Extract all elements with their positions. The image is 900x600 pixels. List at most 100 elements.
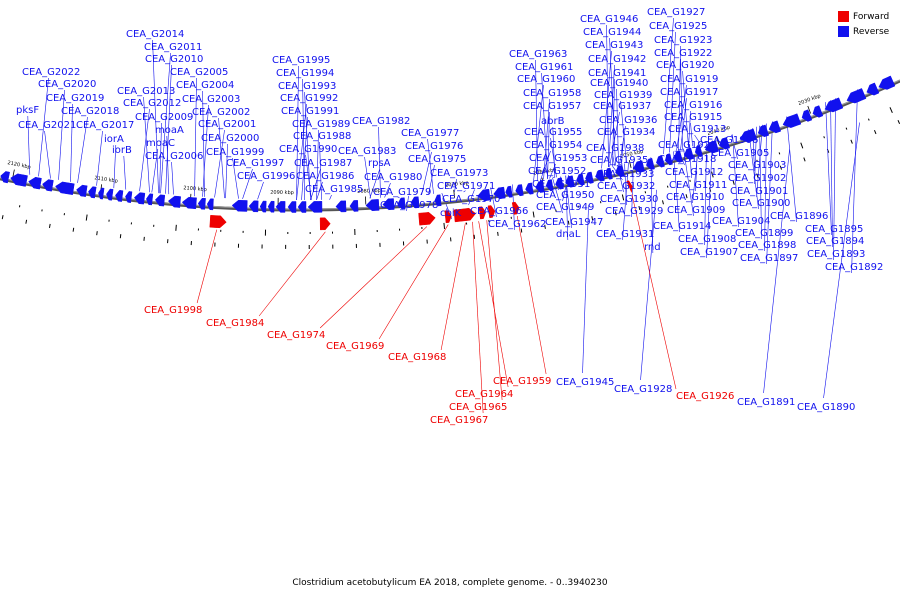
- reverse-gene: [154, 194, 166, 207]
- leader-line-forward: [516, 215, 547, 375]
- leader-line-reverse: [310, 168, 321, 201]
- leader-line-reverse: [640, 189, 657, 381]
- gene-label-reverse: dnaL: [556, 229, 581, 240]
- gene-label-reverse: CEA_G1920: [656, 60, 714, 71]
- inner-tick: [867, 118, 870, 121]
- reverse-gene: [146, 193, 154, 206]
- gene-label-forward: CEA_G1964: [455, 389, 513, 400]
- leader-line-reverse: [319, 141, 322, 200]
- gene-label-reverse: iorB: [112, 145, 132, 156]
- reverse-gene: [248, 200, 259, 213]
- leader-line-reverse: [70, 103, 73, 182]
- gene-label-reverse: CEA_G1945: [556, 377, 614, 388]
- reverse-gene: [397, 197, 406, 210]
- gene-label-reverse: CEA_G1999: [206, 147, 264, 158]
- leader-line-reverse: [608, 64, 615, 168]
- leader-line-reverse: [535, 59, 538, 181]
- gene-label-forward: CEA_G1974: [267, 330, 325, 341]
- reverse-swatch: [838, 26, 849, 37]
- reverse-gene: [55, 181, 75, 195]
- inner-tick: [443, 222, 446, 230]
- gene-label-reverse: CEA_G1963: [509, 49, 567, 60]
- reverse-gene: [76, 184, 88, 197]
- reverse-gene: [505, 185, 513, 198]
- reverse-gene: [555, 177, 564, 190]
- inner-tick: [823, 136, 825, 139]
- gene-label-reverse: CEA_G1914: [653, 221, 711, 232]
- leader-line-reverse: [384, 182, 391, 198]
- gene-label-reverse: CEA_G1957: [523, 101, 581, 112]
- gene-label-reverse: CEA_G1985: [305, 184, 363, 195]
- leader-line-reverse: [171, 161, 174, 195]
- gene-label-reverse: CEA_G1958: [523, 88, 581, 99]
- reverse-gene: [525, 182, 534, 195]
- reverse-gene: [349, 200, 359, 212]
- gene-label-reverse: CEA_G1918: [658, 154, 716, 165]
- gene-label-reverse: CEA_G2000: [201, 133, 259, 144]
- leader-line-reverse: [166, 135, 170, 195]
- reverse-gene: [28, 176, 42, 190]
- gene-label-reverse: CEA_G2003: [182, 94, 240, 105]
- gene-label-reverse: CEA_G1910: [666, 192, 724, 203]
- reverse-gene: [546, 179, 554, 192]
- gene-label-reverse: CEA_G2012: [123, 98, 181, 109]
- legend-item-forward: Forward: [838, 9, 889, 24]
- gene-label-reverse: iorA: [104, 134, 124, 145]
- gene-label-reverse: CEA_G1947: [545, 217, 603, 228]
- leader-line-reverse: [582, 205, 589, 374]
- label-leader-lines: [27, 17, 860, 414]
- leader-line-reverse: [151, 148, 159, 193]
- reverse-gene: [275, 201, 286, 213]
- reverse-gene: [365, 199, 380, 211]
- inner-tick: [621, 194, 625, 201]
- gene-label-reverse: moaC: [146, 138, 175, 149]
- gene-label-reverse: CEA_G1900: [732, 198, 790, 209]
- leader-line-reverse: [143, 96, 150, 193]
- gene-label-reverse: CEA_G1977: [401, 128, 459, 139]
- leader-line-reverse: [369, 168, 381, 199]
- gene-label-reverse: CEA_G1939: [594, 90, 652, 101]
- forward-gene: [511, 201, 520, 215]
- leader-line-reverse: [242, 168, 253, 199]
- gene-label-reverse: moaA: [155, 125, 184, 136]
- gene-label-reverse: CEA_G1906: [700, 135, 758, 146]
- reverse-gene: [259, 200, 267, 213]
- leader-line-reverse: [619, 125, 626, 165]
- gene-label-reverse: CEA_G2002: [192, 107, 250, 118]
- leader-line-reverse: [669, 31, 676, 153]
- leader-line-reverse: [232, 157, 239, 199]
- gene-label-reverse: CEA_G1897: [740, 253, 798, 264]
- leader-line-reverse: [764, 123, 767, 252]
- gene-label-reverse: CEA_G1986: [296, 171, 354, 182]
- gene-label-reverse: CEA_G1982: [352, 116, 410, 127]
- reverse-gene: [846, 88, 867, 104]
- inner-tick: [567, 220, 570, 225]
- gene-label-reverse: CEA_G1931: [596, 229, 654, 240]
- inner-tick: [873, 130, 877, 135]
- leader-line-reverse: [823, 122, 860, 399]
- reverse-gene: [824, 97, 844, 113]
- gene-label-reverse: CEA_G1915: [664, 112, 722, 123]
- reverse-gene: [585, 171, 594, 184]
- leader-line-reverse: [540, 150, 551, 181]
- reverse-gene: [694, 145, 704, 158]
- leader-line-reverse: [302, 78, 305, 200]
- leader-line-forward: [378, 224, 449, 340]
- gene-label-reverse: CEA_G2019: [46, 93, 104, 104]
- leader-line-reverse: [397, 196, 400, 199]
- reverse-gene: [10, 173, 28, 187]
- forward-gene: [319, 217, 331, 231]
- leader-line-reverse: [139, 108, 150, 192]
- gene-label-reverse: CEA_G1946: [580, 14, 638, 25]
- leader-line-reverse: [830, 100, 833, 248]
- leader-line-reverse: [825, 102, 832, 236]
- leader-line-reverse: [463, 190, 466, 193]
- gene-label-reverse: CEA_G2020: [38, 79, 96, 90]
- leader-line-forward: [319, 226, 428, 329]
- gene-label-reverse: CEA_G1979: [373, 187, 431, 198]
- leader-line-reverse: [690, 122, 693, 147]
- leader-line-reverse: [786, 116, 797, 223]
- gene-label-reverse: CEA_G1894: [806, 236, 864, 247]
- inner-tick: [520, 228, 523, 233]
- reverse-gene: [664, 153, 673, 166]
